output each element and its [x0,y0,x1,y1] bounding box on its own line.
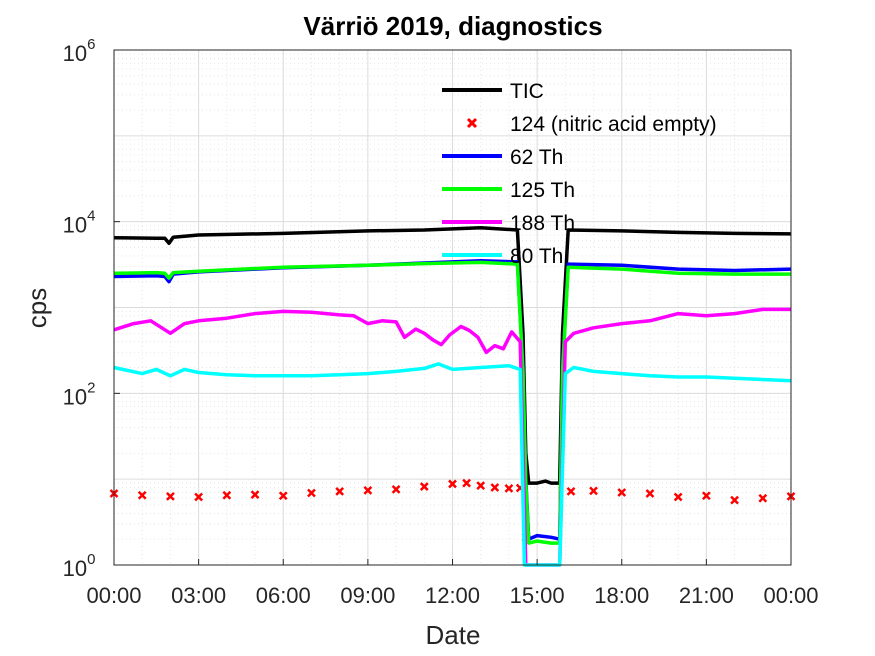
data-point [335,487,345,496]
x-ticks: 00:00 03:00 06:00 09:00 12:00 15:00 18:00 21:00… [86,559,819,608]
chart-title: Värriö 2019, diagnostics [303,11,602,41]
data-point [490,483,500,492]
data-point [617,488,627,497]
legend-item: 188 Th [442,212,575,235]
data-point [194,492,204,502]
x-tick-label: 21:00 [679,583,734,608]
series-line [113,260,791,545]
data-point [166,492,175,501]
x-tick-label: 09:00 [340,583,395,608]
series-layer [109,225,796,567]
data-point [137,490,147,500]
legend-item: 125 Th [442,179,575,202]
y-tick-label: 106 [63,36,96,66]
data-point [250,490,260,500]
x-tick-label: 00:00 [86,583,141,608]
x-tick-label: 03:00 [171,583,226,608]
y-axis-label: cps [22,288,52,328]
series-125-th [113,260,791,545]
legend-item: 80 Th [442,245,563,268]
data-point [278,491,288,501]
y-tick-label: 104 [63,208,96,238]
legend-label: 124 (nitric acid empty) [510,113,717,136]
data-point [363,486,373,495]
data-point [222,490,232,500]
x-tick-label: 18:00 [594,583,649,608]
y-ticks: 100 102 104 106 [63,36,120,581]
grid-lines [113,50,792,566]
data-point [462,478,471,488]
x-axis-label: Date [426,620,481,650]
series-line [113,307,791,567]
data-point [589,486,598,496]
legend-label: 125 Th [510,179,575,202]
y-tick-label: 102 [63,379,96,409]
series-line [113,362,792,567]
legend-item: 62 Th [442,146,563,169]
data-point [476,481,486,491]
legend-item: TIC [442,80,544,103]
data-point [419,482,429,491]
y-tick-label: 100 [63,551,96,581]
data-point [701,491,711,501]
data-point [307,488,316,498]
x-tick-label: 15:00 [510,583,565,608]
data-point [673,492,683,502]
legend: TIC 124 (nitric acid empty) 62 Th 125 Th 188… [442,80,717,268]
x-tick-label: 06:00 [256,583,311,608]
data-point [448,479,457,489]
x-tick-label: 00:00 [763,583,818,608]
legend-label: TIC [510,80,544,103]
series-124-nitric-acid-empty [109,478,796,542]
legend-label: 80 Th [510,245,563,268]
legend-marker [466,117,478,129]
series-80-th [113,362,792,567]
legend-label: 188 Th [510,212,575,235]
data-point [730,495,739,505]
legend-item: 124 (nitric acid empty) [466,113,717,136]
data-point [566,487,576,496]
data-point [758,493,768,503]
legend-label: 62 Th [510,146,563,169]
data-point [645,489,655,498]
series-188-th [113,307,791,567]
data-point [504,484,514,493]
data-point [391,485,401,494]
x-tick-label: 12:00 [425,583,480,608]
